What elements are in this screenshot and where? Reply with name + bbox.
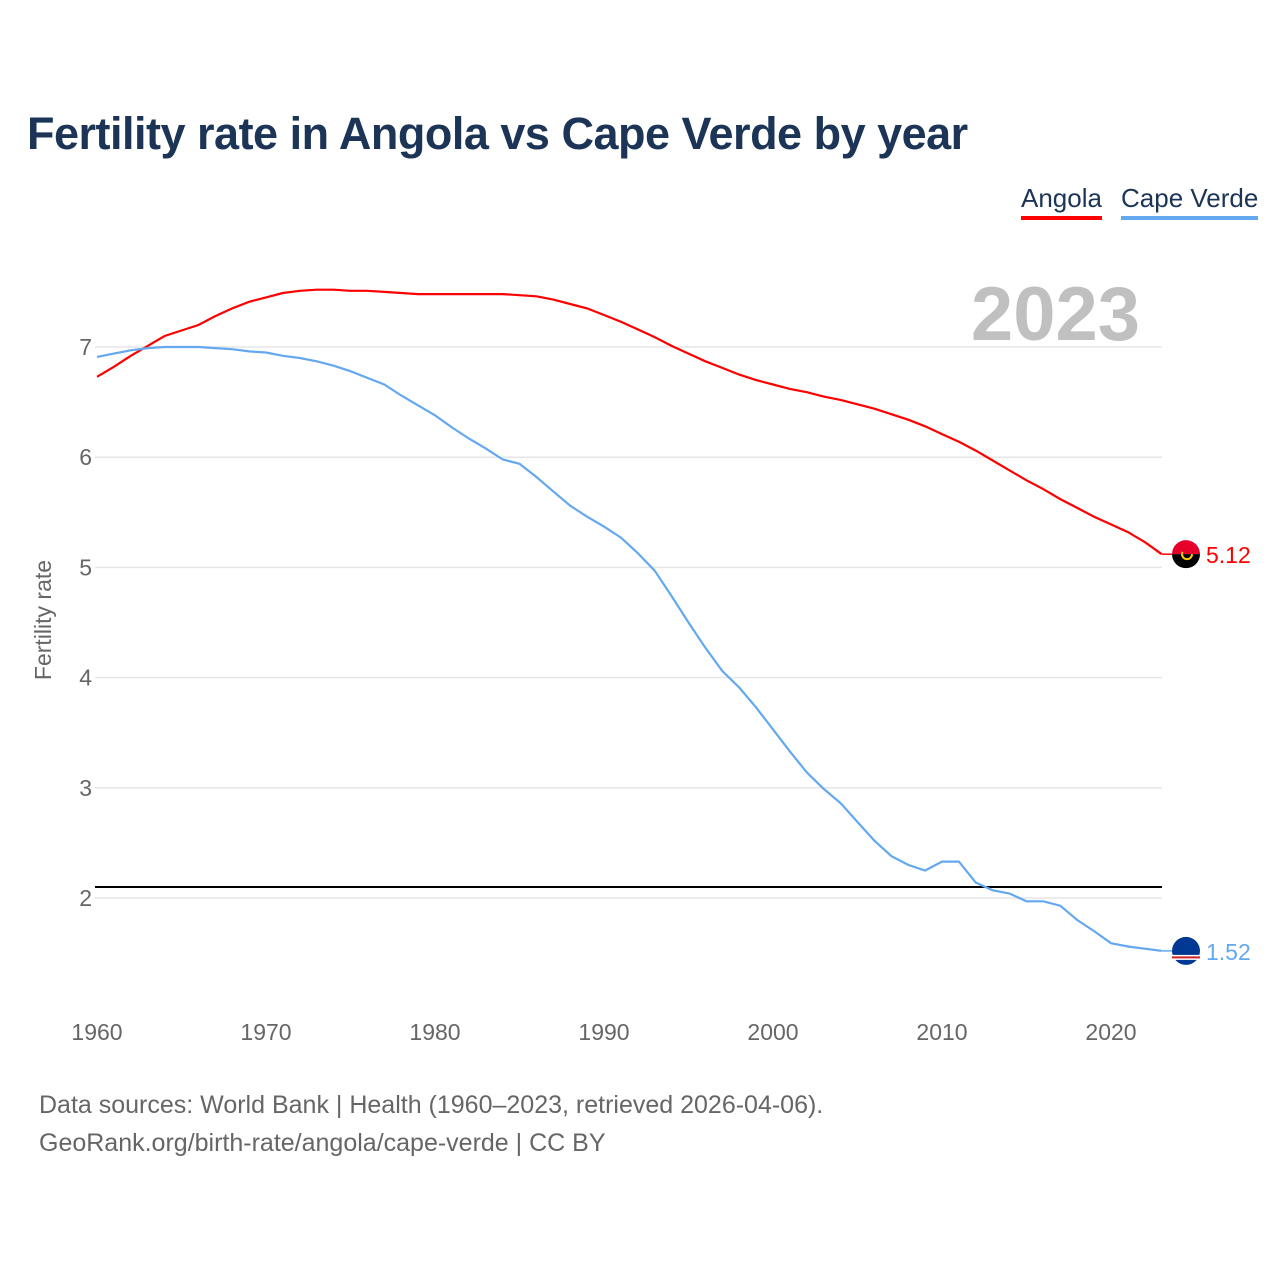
y-axis-label: Fertility rate (30, 560, 56, 680)
source-line: Data sources: World Bank | Health (1960–… (39, 1091, 824, 1119)
angola-flag-icon (1172, 554, 1200, 569)
end-value-label: 1.52 (1206, 939, 1251, 965)
angola-flag-icon (1172, 540, 1200, 555)
source-note: Data sources: World Bank | Health (1960–… (39, 1086, 823, 1162)
chart-title: Fertility rate in Angola vs Cape Verde b… (27, 108, 968, 159)
y-tick-label: 6 (79, 444, 92, 470)
x-tick-label: 2020 (1085, 1019, 1136, 1045)
x-tick-label: 2000 (747, 1019, 798, 1045)
x-tick-label: 1970 (240, 1019, 291, 1045)
x-tick-label: 1990 (578, 1019, 629, 1045)
legend-item-angola[interactable]: Angola (1021, 183, 1102, 220)
x-tick-label: 1980 (409, 1019, 460, 1045)
cape-verde-flag-icon (1172, 936, 1200, 965)
end-value-label: 5.12 (1206, 542, 1251, 568)
x-tick-label: 2010 (916, 1019, 967, 1045)
y-tick-label: 2 (79, 885, 92, 911)
y-tick-label: 3 (79, 775, 92, 801)
source-link[interactable]: GeoRank.org/birth-rate/angola/cape-verde… (39, 1129, 606, 1157)
year-watermark: 2023 (971, 272, 1140, 357)
x-tick-label: 1960 (71, 1019, 122, 1045)
series-line-cape-verde (96, 345, 1162, 952)
angola-emblem-icon (1181, 548, 1193, 561)
y-tick-label: 5 (79, 554, 92, 580)
series-line-angola (96, 288, 1163, 556)
y-tick-label: 4 (79, 665, 92, 691)
legend-item-cape-verde[interactable]: Cape Verde (1121, 183, 1259, 220)
y-tick-label: 7 (79, 334, 92, 360)
cape-verde-flag-stripe (1172, 956, 1200, 959)
